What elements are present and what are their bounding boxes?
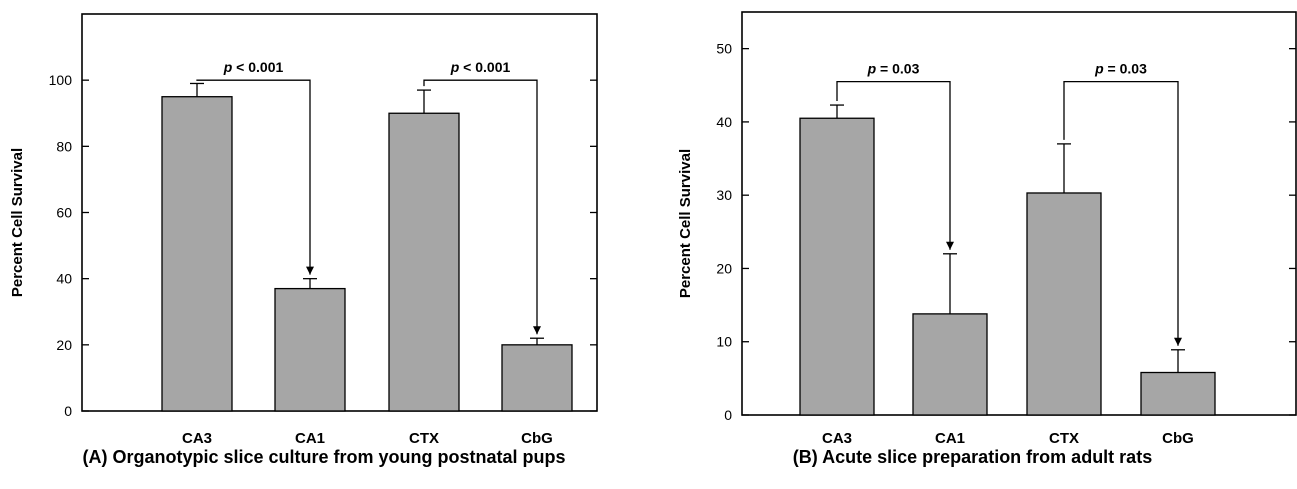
chart-a-ytick-label-2: 40 xyxy=(56,271,72,287)
chart-a-bar-CA1 xyxy=(274,287,346,412)
chart-a-category-label-CbG: CbG xyxy=(521,430,553,447)
chart-b-bar-CbG xyxy=(1140,371,1216,416)
chart-b-bracket-arrow-0 xyxy=(946,241,954,250)
chart-b-category-label-CA3: CA3 xyxy=(822,430,852,447)
chart-b-bar-CA1 xyxy=(912,313,988,416)
chart-b-ytick-label-3: 30 xyxy=(716,187,732,203)
chart-a-bar-CA3 xyxy=(161,96,233,412)
chart-a-significance-bracket-0 xyxy=(196,79,311,275)
chart-a-pvalue-label-0: p < 0.001 xyxy=(223,59,284,75)
chart-b-ytick-label-4: 40 xyxy=(716,114,732,130)
chart-a-ytick-label-3: 60 xyxy=(56,205,72,221)
chart-b-bar-CA3 xyxy=(799,117,875,416)
chart-a-y-axis-label: Percent Cell Survival xyxy=(9,148,26,297)
chart-b-bar-CTX xyxy=(1026,192,1102,416)
chart-a-ytick-label-4: 80 xyxy=(56,138,72,154)
chart-b-category-label-CA1: CA1 xyxy=(935,430,965,447)
chart-a-pvalue-label-1: p < 0.001 xyxy=(450,59,511,75)
chart-a-bar-CbG xyxy=(501,344,573,412)
chart-a-ytick-label-5: 100 xyxy=(49,72,73,88)
chart-b-pvalue-label-0: p = 0.03 xyxy=(867,61,920,77)
chart-b-category-label-CTX: CTX xyxy=(1049,430,1079,447)
chart-a-bracket-arrow-1 xyxy=(533,326,541,335)
caption-b: (B) Acute slice preparation from adult r… xyxy=(792,447,1153,467)
chart-a-category-label-CA3: CA3 xyxy=(182,430,212,447)
chart-b-y-axis-label: Percent Cell Survival xyxy=(677,149,694,298)
chart-a-category-label-CTX: CTX xyxy=(409,430,439,447)
chart-a-bracket-arrow-0 xyxy=(306,266,314,275)
chart-a-significance-bracket-1 xyxy=(423,79,538,335)
chart-b-pvalue-label-1: p = 0.03 xyxy=(1094,61,1147,77)
chart-a-bar-CTX xyxy=(388,112,460,412)
chart-b-significance-bracket-1 xyxy=(1063,80,1179,346)
panel-b: 0 10 20 30 40 50 Percent Cell Survival CA3 CA1 CT… xyxy=(648,0,1297,489)
chart-b-ytick-label-5: 50 xyxy=(716,41,732,57)
chart-a-svg: 0 20 40 60 80 100 Percent Cell Survival CA3 CA1 C… xyxy=(9,13,598,447)
chart-b-svg: 0 10 20 30 40 50 Percent Cell Survival CA3 CA1 CT… xyxy=(677,11,1297,447)
chart-b-ytick-label-1: 10 xyxy=(716,334,732,350)
chart-b-ytick-label-2: 20 xyxy=(716,260,732,276)
panel-a: 0 20 40 60 80 100 Percent Cell Survival CA3 CA1 C… xyxy=(0,0,648,489)
caption-a: (A) Organotypic slice culture from young… xyxy=(82,447,566,467)
chart-b-ytick-label-0: 0 xyxy=(724,407,732,423)
chart-a-category-label-CA1: CA1 xyxy=(295,430,325,447)
chart-b-bracket-arrow-1 xyxy=(1174,337,1182,346)
chart-a-ytick-label-0: 0 xyxy=(64,403,72,419)
chart-a-ytick-label-1: 20 xyxy=(56,337,72,353)
chart-b-significance-bracket-0 xyxy=(836,80,951,250)
chart-b-category-label-CbG: CbG xyxy=(1162,430,1194,447)
chart-b-plot-frame xyxy=(741,11,1297,416)
